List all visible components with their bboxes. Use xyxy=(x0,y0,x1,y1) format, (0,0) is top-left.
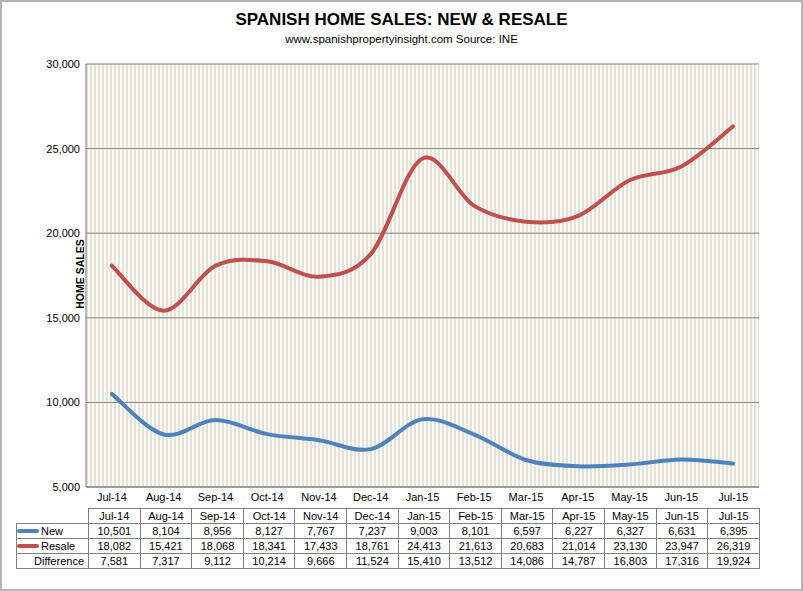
table-cell: 7,317 xyxy=(140,554,192,569)
table-cell: 6,631 xyxy=(656,524,708,539)
table-row: Difference7,5817,3179,11210,2149,66611,5… xyxy=(17,554,760,569)
table-cell: 8,127 xyxy=(243,524,295,539)
table-cell: 6,327 xyxy=(605,524,657,539)
table-cell: 6,227 xyxy=(553,524,605,539)
table-cell: 9,666 xyxy=(295,554,347,569)
table-column-header: May-15 xyxy=(605,509,657,524)
y-tick-label: 25,000 xyxy=(2,143,80,155)
table-cell: 6,597 xyxy=(501,524,553,539)
table-corner-cell xyxy=(17,509,89,524)
table-cell: 9,003 xyxy=(398,524,450,539)
table-cell: 15,410 xyxy=(398,554,450,569)
table-cell: 17,433 xyxy=(295,539,347,554)
table-column-header: Aug-14 xyxy=(140,509,192,524)
table-column-header: Jun-15 xyxy=(656,509,708,524)
legend-key-new xyxy=(17,529,39,533)
plot-area xyxy=(86,64,759,487)
table-cell: 18,082 xyxy=(89,539,141,554)
y-tick-label: 30,000 xyxy=(2,58,80,70)
y-tick-label: 15,000 xyxy=(2,312,80,324)
chart-title: SPANISH HOME SALES: NEW & RESALE xyxy=(2,10,801,30)
table-cell: 23,947 xyxy=(656,539,708,554)
table-cell: 10,501 xyxy=(89,524,141,539)
table-row: New10,5018,1048,9568,1277,7677,2379,0038… xyxy=(17,524,760,539)
table-cell: 18,068 xyxy=(192,539,244,554)
legend-key-resale xyxy=(17,544,39,548)
table-cell: 8,104 xyxy=(140,524,192,539)
y-tick-label: 20,000 xyxy=(2,227,80,239)
table-cell: 16,803 xyxy=(605,554,657,569)
table-cell: 8,956 xyxy=(192,524,244,539)
table-cell: 11,524 xyxy=(347,554,399,569)
table-cell: 18,341 xyxy=(243,539,295,554)
table-column-header: Jan-15 xyxy=(398,509,450,524)
table-cell: 7,581 xyxy=(89,554,141,569)
table-row-label: Difference xyxy=(17,554,89,569)
table-cell: 13,512 xyxy=(450,554,502,569)
table-column-header: Feb-15 xyxy=(450,509,502,524)
table-column-header: Dec-14 xyxy=(347,509,399,524)
table-cell: 20,683 xyxy=(501,539,553,554)
data-table: Jul-14Aug-14Sep-14Oct-14Nov-14Dec-14Jan-… xyxy=(16,508,760,569)
table-cell: 9,112 xyxy=(192,554,244,569)
table-row: Resale18,08215,42118,06818,34117,43318,7… xyxy=(17,539,760,554)
table-row-label: Resale xyxy=(17,539,89,554)
table-cell: 19,924 xyxy=(708,554,760,569)
x-tick-label: Jul-15 xyxy=(703,491,763,503)
table-column-header: Sep-14 xyxy=(192,509,244,524)
table-cell: 6,395 xyxy=(708,524,760,539)
table-column-header: Apr-15 xyxy=(553,509,605,524)
table-cell: 14,787 xyxy=(553,554,605,569)
table-cell: 21,014 xyxy=(553,539,605,554)
y-tick-label: 5,000 xyxy=(2,481,80,493)
chart-subtitle: www.spanishpropertyinsight.com Source: I… xyxy=(2,33,801,45)
table-cell: 21,613 xyxy=(450,539,502,554)
chart-frame: SPANISH HOME SALES: NEW & RESALE www.spa… xyxy=(0,0,803,591)
table-cell: 26,319 xyxy=(708,539,760,554)
table-cell: 15,421 xyxy=(140,539,192,554)
table-column-header: Jul-14 xyxy=(89,509,141,524)
table-cell: 7,237 xyxy=(347,524,399,539)
table-column-header: Oct-14 xyxy=(243,509,295,524)
table-cell: 18,761 xyxy=(347,539,399,554)
table-column-header: Mar-15 xyxy=(501,509,553,524)
table-cell: 7,767 xyxy=(295,524,347,539)
table-cell: 10,214 xyxy=(243,554,295,569)
table-cell: 23,130 xyxy=(605,539,657,554)
table-header-row: Jul-14Aug-14Sep-14Oct-14Nov-14Dec-14Jan-… xyxy=(17,509,760,524)
table-cell: 8,101 xyxy=(450,524,502,539)
table-cell: 24,413 xyxy=(398,539,450,554)
table-cell: 14,086 xyxy=(501,554,553,569)
table-row-label: New xyxy=(17,524,89,539)
table-cell: 17,316 xyxy=(656,554,708,569)
table-column-header: Nov-14 xyxy=(295,509,347,524)
y-tick-label: 10,000 xyxy=(2,396,80,408)
table-column-header: Jul-15 xyxy=(708,509,760,524)
